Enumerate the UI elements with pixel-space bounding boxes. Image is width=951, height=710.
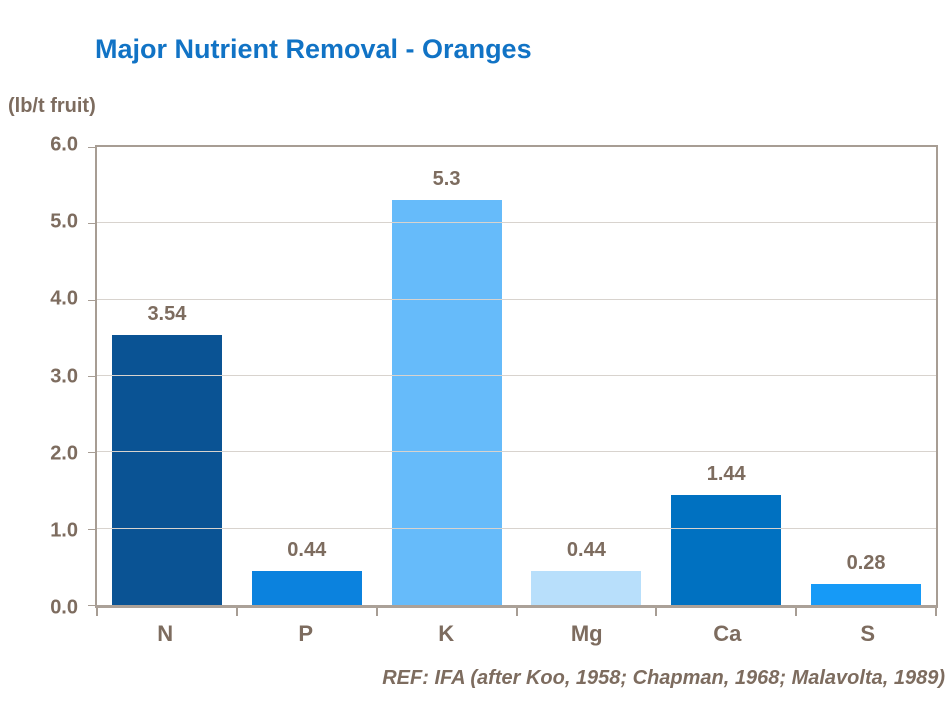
- gridline: [97, 451, 936, 453]
- reference-note: REF: IFA (after Koo, 1958; Chapman, 1968…: [382, 667, 945, 689]
- y-axis-tick-label: 1.0: [50, 519, 78, 542]
- gridline: [97, 527, 936, 529]
- bar-slot: 0.44: [516, 147, 656, 605]
- y-axis-tick-label: 3.0: [50, 365, 78, 387]
- x-axis-tick-mark: [655, 608, 658, 616]
- x-axis-label-N: N: [157, 621, 174, 646]
- bar-value-label: 5.3: [432, 168, 461, 191]
- bar-value-label: 0.28: [846, 551, 886, 574]
- plot-area: 3.54 0.44 5.3 0.44 1.44 0.28: [88, 145, 938, 616]
- bar-value-label: 0.44: [566, 539, 606, 562]
- y-axis-tick-label: 0.0: [50, 596, 78, 619]
- bar-Ca: [671, 495, 782, 605]
- gridline: [97, 222, 936, 224]
- y-axis-unit-label: (lb/t fruit): [8, 95, 96, 117]
- x-axis-label-P: P: [298, 621, 314, 646]
- x-axis-tick-mark: [96, 608, 98, 616]
- bars-container: 3.54 0.44 5.3 0.44 1.44 0.28: [97, 147, 936, 605]
- x-axis-label-K: K: [438, 621, 455, 646]
- x-axis-tick-mark: [235, 608, 238, 616]
- bar-slot: 0.44: [237, 147, 377, 605]
- y-axis-tick-mark: [88, 452, 96, 454]
- bar-slot: 3.54: [97, 147, 237, 605]
- x-axis-tick-mark: [795, 608, 798, 616]
- y-axis-tick-label: 2.0: [50, 442, 78, 465]
- y-axis-tick-mark: [88, 528, 96, 530]
- x-axis-label-S: S: [860, 621, 876, 646]
- bar-slot: 1.44: [656, 147, 796, 605]
- y-axis-tick-label: 4.0: [50, 287, 78, 310]
- bar-N: [111, 334, 222, 605]
- x-axis-label-Ca: Ca: [713, 621, 742, 646]
- bar-value-label: 3.54: [147, 302, 187, 325]
- y-axis-tick-labels: 0.0 1.0 2.0 3.0 4.0 5.0 6.0: [0, 134, 78, 619]
- x-axis-labels: N P K Mg Ca S: [95, 621, 938, 647]
- x-axis-tick-mark: [375, 608, 378, 616]
- x-axis-tick-mark: [515, 608, 518, 616]
- chart-title: Major Nutrient Removal - Oranges: [95, 34, 532, 64]
- y-axis-tick-mark: [88, 147, 96, 148]
- gridline: [97, 375, 936, 376]
- bar-slot: 0.28: [796, 147, 936, 605]
- bar-value-label: 1.44: [706, 463, 746, 486]
- y-axis-tick-label: 6.0: [50, 133, 78, 156]
- gridline: [97, 298, 936, 300]
- bar-S: [811, 583, 922, 605]
- y-axis-tick-label: 5.0: [50, 210, 78, 233]
- y-axis-tick-mark: [88, 299, 96, 301]
- bar-P: [251, 571, 362, 605]
- bar-Mg: [531, 571, 642, 605]
- x-axis-tick-mark: [935, 608, 937, 616]
- bar-value-label: 0.44: [287, 539, 327, 562]
- y-axis-tick-mark: [88, 605, 96, 606]
- bar-slot: 5.3: [377, 147, 517, 605]
- y-axis-tick-mark: [88, 376, 96, 377]
- y-axis-tick-mark: [88, 223, 96, 225]
- bar-K: [391, 200, 502, 605]
- x-axis-label-Mg: Mg: [570, 621, 603, 646]
